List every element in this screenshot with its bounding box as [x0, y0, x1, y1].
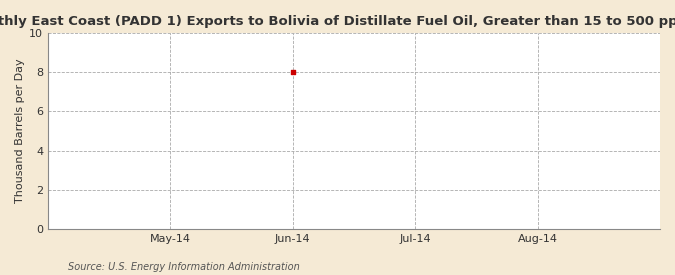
Title: Monthly East Coast (PADD 1) Exports to Bolivia of Distillate Fuel Oil, Greater t: Monthly East Coast (PADD 1) Exports to B… — [0, 15, 675, 28]
Text: Source: U.S. Energy Information Administration: Source: U.S. Energy Information Administ… — [68, 262, 299, 272]
Y-axis label: Thousand Barrels per Day: Thousand Barrels per Day — [15, 59, 25, 203]
Point — [288, 70, 298, 75]
